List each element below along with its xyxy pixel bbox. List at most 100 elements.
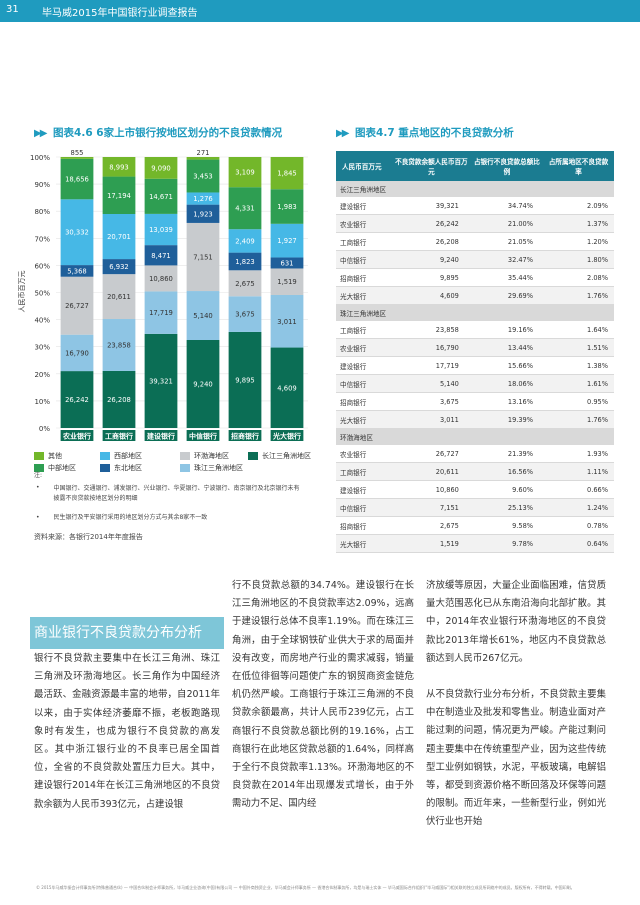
data-label: 26,727 <box>65 302 89 310</box>
bar-segment <box>186 159 220 193</box>
bank-name: 建设银行 <box>336 356 392 375</box>
bar-segment <box>228 229 262 253</box>
source-note: 资料来源：各银行2014年年度报告 <box>34 533 143 541</box>
bank-name: 光大银行 <box>336 286 392 305</box>
category-label: 建设银行 <box>147 432 175 441</box>
data-label: 14,671 <box>149 193 173 201</box>
y-tick-label: 90% <box>34 181 50 189</box>
y-axis-label: 人民币百万元 <box>18 271 26 313</box>
data-label: 7,151 <box>193 253 212 261</box>
body-column-2: 行不良贷款总额的34.74%。建设银行在长江三角洲地区的不良贷款率达2.09%，… <box>232 580 414 810</box>
bar-segment <box>60 334 94 372</box>
npl-balance: 3,675 <box>391 392 471 411</box>
data-label: 271 <box>197 149 210 157</box>
data-label: 13,039 <box>149 226 173 234</box>
bank-name: 工商银行 <box>336 320 392 339</box>
table-row: 光大银行 3,011 19.39% 1.76% <box>336 410 614 429</box>
npl-balance: 9,240 <box>391 250 471 269</box>
data-label: 10,860 <box>149 275 173 283</box>
bar-segment <box>102 274 136 320</box>
bar-segment <box>144 265 178 292</box>
table-section-row: 长江三角洲地区 <box>336 181 614 197</box>
category-label: 中信银行 <box>189 432 217 441</box>
npl-share: 18.06% <box>470 374 544 393</box>
npl-ratio: 1.93% <box>543 444 614 463</box>
npl-balance: 26,242 <box>391 214 471 233</box>
npl-balance: 1,519 <box>391 534 471 553</box>
npl-share: 9.60% <box>470 480 544 499</box>
y-tick-label: 30% <box>34 344 50 352</box>
legend-label: 东北地区 <box>114 464 142 472</box>
npl-balance: 26,727 <box>391 444 471 463</box>
bar-segment <box>144 291 178 334</box>
bank-name: 中信银行 <box>336 498 392 517</box>
bar-segment <box>228 270 262 297</box>
bank-name: 招商银行 <box>336 268 392 287</box>
bank-name: 招商银行 <box>336 516 392 535</box>
table-row: 工商银行 20,611 16.56% 1.11% <box>336 462 614 481</box>
section-name: 环渤海地区 <box>336 428 614 445</box>
table-row: 招商银行 3,675 13.16% 0.95% <box>336 392 614 411</box>
npl-ratio: 0.66% <box>543 480 614 499</box>
legend-label: 环渤海地区 <box>194 452 229 460</box>
bar-segment <box>144 178 178 214</box>
npl-share: 19.39% <box>470 410 544 429</box>
npl-balance: 26,208 <box>391 232 471 251</box>
table-row: 工商银行 26,208 21.05% 1.20% <box>336 232 614 251</box>
table-section-row: 珠江三角洲地区 <box>336 304 614 321</box>
section-heading: 商业银行不良贷款分布分析 <box>30 617 224 649</box>
npl-ratio: 1.76% <box>543 286 614 305</box>
bar-segment <box>144 333 178 428</box>
section-name: 长江三角洲地区 <box>336 181 614 197</box>
notes-label: 注: <box>34 472 43 479</box>
table-row: 建设银行 39,321 34.74% 2.09% <box>336 196 614 215</box>
npl-share: 9.78% <box>470 534 544 553</box>
category-label-box <box>228 430 262 441</box>
y-tick-label: 0% <box>39 425 50 433</box>
y-tick-label: 10% <box>34 398 50 406</box>
bar-segment <box>102 176 136 215</box>
npl-table: 人民币百万元 不良贷款余额人民币百万元 占银行不良贷款总额比例 占所属地区不良贷… <box>336 151 614 553</box>
npl-share: 21.05% <box>470 232 544 251</box>
npl-share: 21.00% <box>470 214 544 233</box>
bar-segment <box>186 204 220 223</box>
npl-ratio: 1.76% <box>543 410 614 429</box>
bar-segment <box>228 296 262 332</box>
bar-segment <box>102 370 136 428</box>
data-label: 1,923 <box>193 210 212 218</box>
data-label: 9,895 <box>235 376 254 384</box>
npl-ratio: 1.64% <box>543 320 614 339</box>
data-label: 1,276 <box>193 195 212 203</box>
npl-balance: 23,858 <box>391 320 471 339</box>
arrow-icon: ▶▶ <box>34 128 47 139</box>
y-tick-label: 70% <box>34 235 50 243</box>
npl-ratio: 0.78% <box>543 516 614 535</box>
col-header-ratio: 占所属地区不良贷款率 <box>543 151 614 181</box>
category-label: 农业银行 <box>62 432 91 441</box>
data-label: 20,701 <box>107 233 131 241</box>
npl-balance: 2,675 <box>391 516 471 535</box>
npl-balance: 39,321 <box>391 196 471 215</box>
bank-name: 建设银行 <box>336 480 392 499</box>
legend-label: 珠江三角洲地区 <box>194 464 243 472</box>
col-header-unit: 人民币百万元 <box>336 151 392 181</box>
table-row: 中信银行 5,140 18.06% 1.61% <box>336 374 614 393</box>
data-label: 4,331 <box>235 205 254 213</box>
bar-segment <box>102 259 136 275</box>
bullet-icon: • <box>36 514 40 521</box>
data-label: 855 <box>71 149 84 157</box>
bar-segment <box>270 347 304 428</box>
data-label: 17,719 <box>149 309 173 317</box>
figure2-title: ▶▶ 图表4.7 重点地区的不良贷款分析 <box>336 125 514 140</box>
table-row: 建设银行 17,719 15.66% 1.38% <box>336 356 614 375</box>
bank-name: 光大银行 <box>336 534 392 553</box>
data-label: 2,675 <box>235 280 254 288</box>
figure1-title-text: 图表4.6 6家上市银行按地区划分的不良贷款情况 <box>53 127 283 139</box>
bar-segment <box>186 339 220 428</box>
data-label: 2,409 <box>235 237 254 245</box>
bank-name: 中信银行 <box>336 250 392 269</box>
category-label: 工商银行 <box>105 432 133 441</box>
npl-balance: 5,140 <box>391 374 471 393</box>
bar-segment <box>228 331 262 428</box>
legend-swatch <box>180 464 190 472</box>
